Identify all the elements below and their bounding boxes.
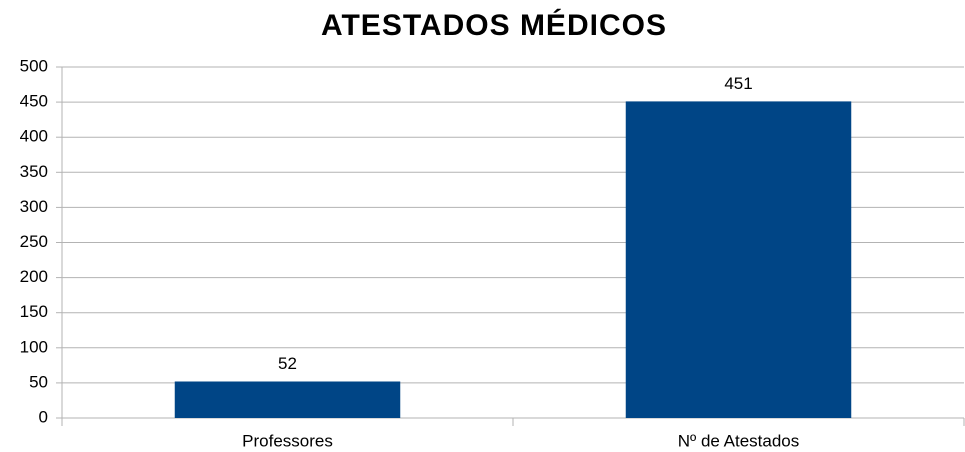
y-tick-label: 300 xyxy=(20,197,48,216)
y-tick-label: 100 xyxy=(20,337,48,356)
y-tick-label: 500 xyxy=(20,56,48,75)
data-label: 52 xyxy=(278,354,297,373)
data-label: 451 xyxy=(724,74,752,93)
y-tick-label: 200 xyxy=(20,267,48,286)
x-tick-label: Nº de Atestados xyxy=(678,431,800,450)
y-tick-label: 450 xyxy=(20,92,48,111)
y-tick-label: 150 xyxy=(20,302,48,321)
x-tick-label: Professores xyxy=(242,431,333,450)
bar xyxy=(625,101,852,418)
y-tick-label: 250 xyxy=(20,232,48,251)
y-tick-label: 50 xyxy=(29,372,48,391)
chart-title: ATESTADOS MÉDICOS xyxy=(321,8,667,42)
y-tick-label: 350 xyxy=(20,162,48,181)
y-tick-label: 400 xyxy=(20,127,48,146)
y-tick-label: 0 xyxy=(39,407,48,426)
bar xyxy=(174,381,401,418)
